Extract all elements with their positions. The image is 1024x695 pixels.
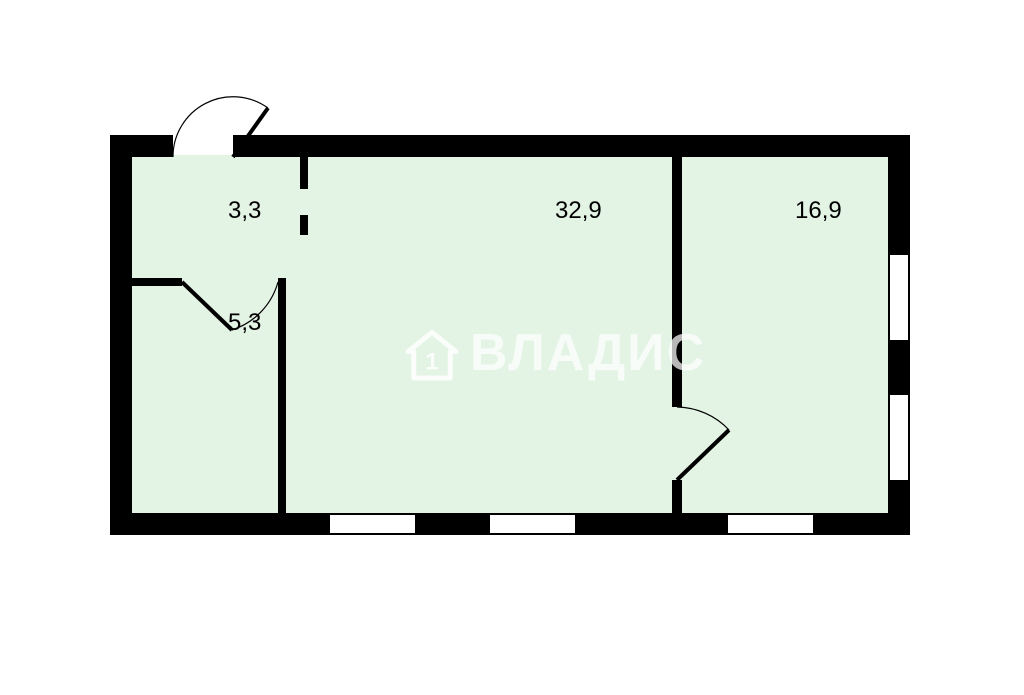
bath-top: [132, 278, 182, 286]
entrance-opening: [173, 135, 233, 157]
bedroom-left-bottom: [672, 480, 682, 513]
room-label-entry: 3,3: [228, 197, 261, 224]
win-right-1-glass: [894, 255, 904, 340]
room-label-bath: 5,3: [228, 309, 261, 336]
win-right-1-edge2: [908, 255, 910, 340]
entry-right-stub-bottom: [300, 215, 308, 235]
watermark-text: ВЛАДИС: [470, 324, 706, 382]
win-bottom-2-glass: [490, 519, 575, 529]
win-bottom-3-glass: [728, 519, 813, 529]
win-bottom-1-glass: [330, 519, 415, 529]
win-bottom-1-edge1: [330, 513, 415, 515]
win-right-2-edge2: [908, 395, 910, 480]
win-bottom-2-edge2: [490, 533, 575, 535]
win-right-1-edge1: [888, 255, 890, 340]
watermark-house-number: 1: [425, 348, 438, 375]
room-label-main: 32,9: [555, 197, 602, 224]
entrance-sill: [173, 155, 233, 157]
win-bottom-3-edge2: [728, 533, 813, 535]
bath-right: [278, 278, 286, 513]
win-bottom-2-edge1: [490, 513, 575, 515]
room-label-bedroom: 16,9: [795, 197, 842, 224]
win-bottom-1-edge2: [330, 533, 415, 535]
floorplan-svg: 1 ВЛАДИС 3,3 5,3 32,9 16,9: [0, 0, 1024, 695]
win-bottom-3-edge1: [728, 513, 813, 515]
entry-right-stub-top: [300, 157, 308, 189]
win-right-2-glass: [894, 395, 904, 480]
win-right-2-edge1: [888, 395, 890, 480]
wall-left: [110, 135, 132, 535]
